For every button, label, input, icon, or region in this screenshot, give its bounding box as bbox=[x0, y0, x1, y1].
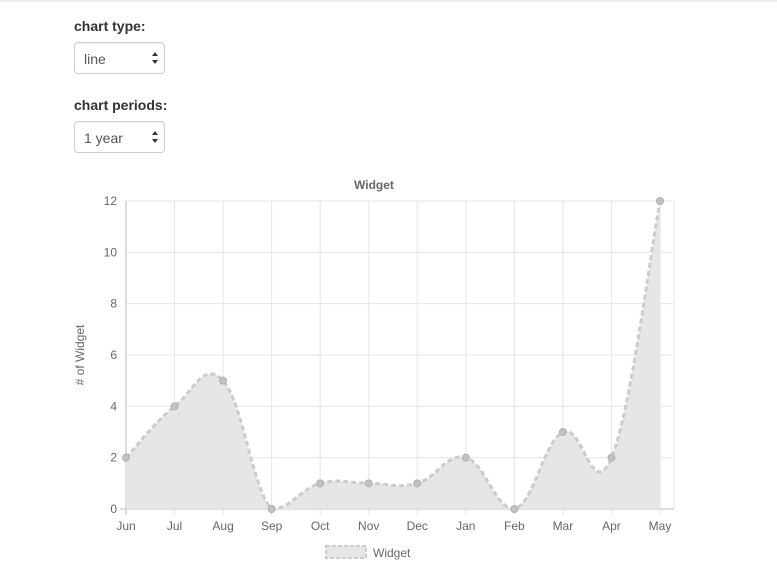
y-tick-label: 12 bbox=[104, 194, 118, 208]
legend-label: Widget bbox=[373, 546, 411, 560]
data-point-may bbox=[656, 197, 664, 205]
x-tick-label: Feb bbox=[504, 519, 525, 533]
data-point-jan bbox=[461, 453, 470, 462]
y-tick-label: 0 bbox=[110, 502, 117, 516]
data-point-sep bbox=[267, 505, 276, 513]
x-tick-label: Sep bbox=[261, 519, 283, 533]
legend: Widget bbox=[325, 545, 411, 560]
widget-chart: Widget 0 2 4 6 8 10 12 Jun Jul Aug Sep Oct Nov Dec Ja… bbox=[73, 178, 675, 560]
data-point-feb bbox=[510, 505, 519, 513]
y-tick-label: 8 bbox=[110, 297, 117, 311]
chart-type-value: line bbox=[84, 51, 106, 67]
chart-title: Widget bbox=[354, 178, 394, 192]
y-tick-label: 6 bbox=[110, 348, 117, 362]
data-point-oct bbox=[316, 479, 325, 488]
chart-type-label: chart type: bbox=[74, 18, 146, 34]
chart-periods-label: chart periods: bbox=[74, 97, 168, 113]
x-tick-label: Mar bbox=[553, 519, 574, 533]
data-point-jun bbox=[122, 453, 130, 462]
series-points bbox=[122, 197, 664, 513]
y-axis-label: # of Widget bbox=[73, 324, 87, 385]
data-point-nov bbox=[364, 479, 373, 488]
y-tick-label: 4 bbox=[110, 399, 117, 413]
data-point-dec bbox=[413, 479, 422, 488]
x-tick-label: Oct bbox=[311, 519, 330, 533]
data-point-apr bbox=[607, 453, 616, 462]
select-arrows-icon bbox=[152, 52, 158, 64]
x-tick-label: Apr bbox=[602, 519, 621, 533]
data-point-mar bbox=[558, 428, 567, 436]
data-point-jul bbox=[170, 402, 179, 411]
chart-periods-value: 1 year bbox=[84, 130, 123, 146]
chart-container: Widget 0 2 4 6 8 10 12 Jun Jul Aug Sep Oct Nov Dec Ja… bbox=[0, 165, 777, 571]
x-tick-label: Jul bbox=[167, 519, 182, 533]
chart-type-select[interactable]: line bbox=[74, 42, 165, 74]
chart-periods-select[interactable]: 1 year bbox=[74, 121, 165, 153]
top-border bbox=[0, 0, 777, 2]
x-tick-label: May bbox=[649, 519, 672, 533]
legend-swatch bbox=[325, 545, 367, 559]
y-tick-label: 10 bbox=[104, 245, 118, 259]
data-point-aug bbox=[219, 376, 228, 385]
x-tick-label: Nov bbox=[358, 519, 379, 533]
x-tick-label: Jan bbox=[456, 519, 475, 533]
select-arrows-icon bbox=[152, 131, 158, 143]
x-tick-label: Dec bbox=[407, 519, 428, 533]
series-area bbox=[126, 201, 660, 509]
y-tick-labels: 0 2 4 6 8 10 12 bbox=[104, 194, 118, 516]
x-tick-label: Aug bbox=[212, 519, 233, 533]
x-tick-labels: Jun Jul Aug Sep Oct Nov Dec Jan Feb Mar Apr May bbox=[116, 519, 671, 533]
y-tick-label: 2 bbox=[110, 451, 117, 465]
x-tick-label: Jun bbox=[116, 519, 135, 533]
